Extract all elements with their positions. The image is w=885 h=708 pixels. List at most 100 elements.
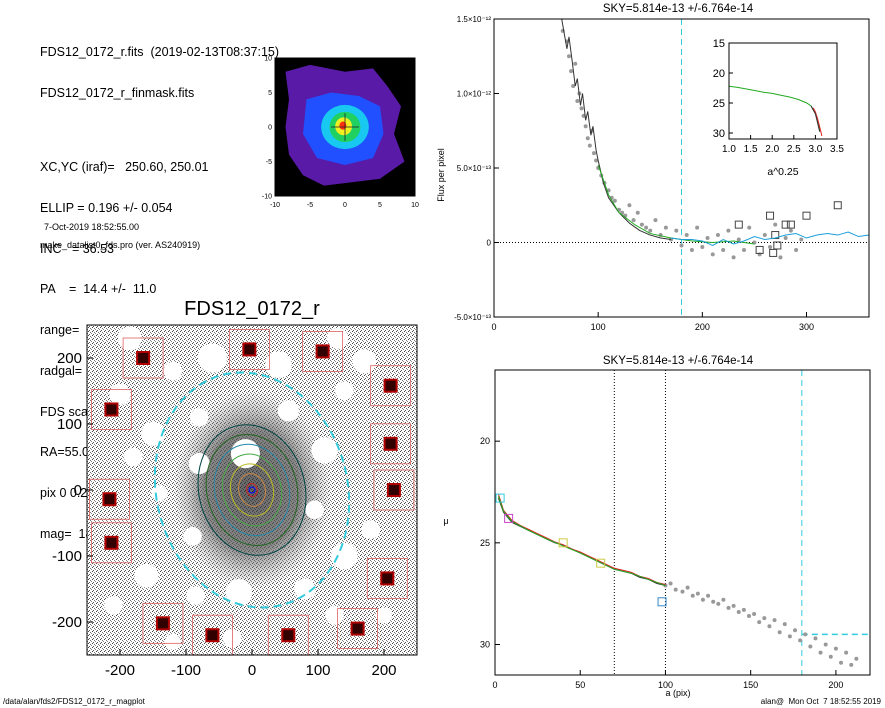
mask-box-outer — [373, 469, 415, 511]
mask-blob — [197, 343, 227, 373]
header-line-1: FDS12_0172_r.fits (2019-02-13T08:37:15) — [40, 45, 280, 60]
mask-blob — [188, 453, 210, 475]
isophote-ellipse — [197, 424, 307, 556]
flux-ytick: 0 — [487, 239, 492, 248]
mu-point — [844, 650, 849, 655]
flux-point — [571, 84, 576, 89]
flux-ytick: -5.0×10⁻¹³ — [454, 313, 491, 322]
flux-point — [567, 54, 571, 59]
mask-box-inner — [104, 402, 119, 417]
mu-frame — [494, 369, 871, 676]
inset-ytick: 30 — [713, 128, 725, 140]
flux-title: SKY=5.814e-13 +/-6.764e-14 — [603, 3, 754, 15]
program-label: make_datalist0_fds.pro (ver. AS240919) — [40, 240, 201, 250]
mu-point — [736, 609, 741, 614]
flux-point — [679, 243, 684, 248]
inset-xtick: 3.0 — [808, 144, 822, 155]
flux-box-point — [781, 220, 790, 229]
mask-box-inner — [380, 571, 395, 586]
inset-xtick: 1.5 — [744, 144, 758, 155]
mask-blob — [163, 361, 183, 381]
mask-box-outer — [302, 331, 344, 372]
flux-box-point — [766, 211, 775, 220]
mask-blob — [164, 633, 181, 650]
flux-xtick: 300 — [799, 322, 814, 332]
inset-xtick: 1.0 — [722, 144, 736, 155]
inset-ytick: 15 — [713, 38, 725, 50]
mask-blob — [186, 586, 206, 605]
heatmap-xtick: 0 — [343, 202, 347, 209]
flux-point — [684, 233, 689, 238]
heatmap-xtick: 10 — [411, 202, 419, 209]
mu-point — [762, 616, 767, 621]
mask-box-inner — [350, 621, 365, 636]
mask-blob — [325, 606, 344, 625]
isophote-ellipse — [221, 453, 283, 527]
flux-point — [583, 124, 588, 129]
mask-blob — [277, 400, 299, 422]
flux-point — [573, 61, 578, 66]
mask-blob — [327, 327, 349, 349]
mask-blob — [134, 563, 159, 588]
footer-user: alan@ Mon Oct 7 18:52:55 2019 — [760, 697, 881, 706]
flux-point — [762, 233, 767, 238]
mu-ytick: 20 — [480, 436, 490, 446]
inset-ytick: 25 — [713, 98, 725, 110]
heatmap-xtick: 5 — [378, 202, 382, 209]
mu-point — [752, 612, 757, 616]
image-title: FDS12_0172_r — [184, 298, 320, 320]
flux-point — [773, 222, 778, 227]
mu-point — [828, 654, 833, 659]
flux-point — [768, 244, 773, 249]
param-ellip: ELLIP = 0.196 +/- 0.054 — [40, 200, 173, 215]
flux-profile-chart: SKY=5.814e-13 +/-6.764e-14 Flux per pixe… — [436, 3, 870, 332]
mu-point — [721, 597, 726, 602]
heatmap-xtick: -5 — [307, 202, 313, 209]
mask-box-inner — [315, 344, 330, 359]
flux-box-point — [786, 220, 795, 229]
mask-blob — [376, 607, 392, 624]
flux-point — [644, 225, 649, 230]
image-xtick: 100 — [305, 662, 330, 679]
image-ytick: 200 — [57, 350, 82, 367]
mu-series-line — [497, 497, 666, 587]
flux-point — [710, 252, 715, 257]
inset-xtick: 2.0 — [765, 144, 779, 155]
param-pa: PA = 14.4 +/- 11.0 — [40, 282, 157, 297]
mu-point — [741, 607, 746, 612]
flux-point — [778, 255, 783, 260]
flux-series-line — [597, 164, 755, 245]
mask-blob — [265, 351, 292, 378]
mask-box-inner — [281, 628, 296, 643]
flux-series-line — [561, 19, 672, 241]
mu-point — [808, 644, 813, 649]
flux-point — [592, 151, 596, 156]
flux-point — [674, 228, 679, 233]
flux-point — [585, 136, 590, 141]
mu-point — [757, 620, 762, 625]
flux-point — [742, 247, 746, 252]
mu-point — [726, 605, 731, 610]
mu-point — [767, 624, 772, 629]
flux-point — [612, 198, 617, 203]
inset-frame — [728, 42, 838, 140]
mu-point — [798, 638, 803, 643]
flux-point — [726, 228, 731, 233]
mask-box-outer — [370, 365, 412, 407]
isophote-ellipse — [238, 473, 266, 507]
heatmap-ytick: -10 — [262, 194, 272, 201]
mu-xtick: 0 — [492, 680, 497, 690]
mask-blob — [225, 579, 252, 606]
mask-blob — [151, 485, 168, 502]
flux-box-point — [773, 241, 782, 250]
mask-blob — [294, 578, 316, 600]
flux-point — [731, 255, 736, 260]
mask-box-inner — [205, 628, 220, 643]
heatmap-frame — [274, 57, 416, 197]
flux-box-point — [802, 211, 811, 220]
mu-point — [833, 646, 838, 651]
galaxy-center-marker — [248, 486, 256, 494]
image-xtick: 0 — [248, 662, 256, 679]
inset-xlabel: a^0.25 — [767, 166, 798, 178]
mask-box-inner — [383, 436, 398, 451]
